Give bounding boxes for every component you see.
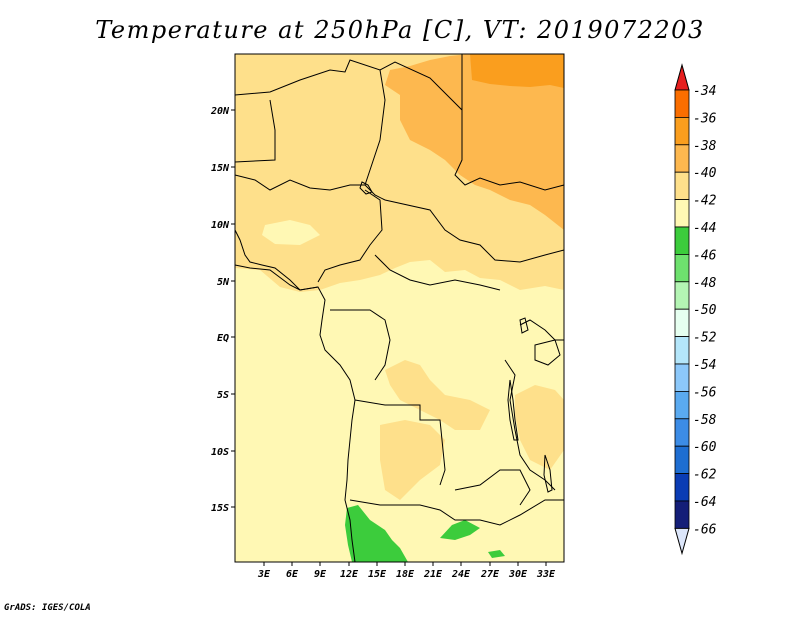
lat-axis: 20N 15N 10N 5N EQ 5S 10S 15S [210,106,235,514]
colorbar-label: -34 [693,84,716,99]
lat-tick-label: 15N [211,163,230,174]
colorbar-swatch [674,199,690,228]
lon-tick-label: 30E [508,569,528,580]
lake-albert [519,317,529,334]
boundary-gabon-congo [330,309,391,381]
colorbar-label: -42 [693,194,717,209]
shade-green-south-small [488,550,505,558]
colorbar-swatch [674,226,690,255]
colorbar-label: -62 [693,468,717,483]
colorbar-swatch [674,418,690,447]
boundary-angola-south [349,499,564,526]
boundary-east-africa [519,319,564,341]
boundary-sahara-north [234,54,463,112]
lake-malawi [543,454,553,493]
lat-tick-label: 20N [210,106,230,117]
coastline [234,229,356,563]
colorbar-label: -54 [693,358,716,373]
colorbar-swatch [674,500,690,529]
lon-tick-label: 9E [314,569,327,580]
colorbar-label: -52 [693,331,717,346]
colorbar-swatch [674,117,690,146]
shade-yellow-west-pocket [262,220,320,245]
colorbar-swatch [674,89,690,118]
colorbar-label: -40 [693,166,717,181]
shade-light-orange-central [385,360,490,430]
map-frame [234,53,565,563]
colorbar-swatch [674,144,690,173]
colorbar-label: -38 [693,139,717,154]
colorbar-swatch [674,390,690,420]
lat-tick-label: 10S [211,447,229,458]
colorbar-swatch [674,363,690,392]
colorbar-label: -64 [693,495,716,510]
grads-credit: GrADS: IGES/COLA [4,603,91,613]
colorbar-label: -50 [693,303,717,318]
boundary-chad-car [384,199,565,263]
colorbar: -34 -36 -38 -40 -42 -44 -46 -48 -50 -52 -54 -56 -58 -… [674,63,717,556]
lon-tick-label: 27E [480,569,500,580]
lakes [359,181,561,493]
boundary-zambia [454,469,531,506]
colorbar-label: -56 [693,385,717,400]
colorbar-swatch [674,308,690,338]
boundary-drc-west [354,399,446,486]
colorbar-swatch [674,253,690,283]
shade-orange-northeast [385,54,564,230]
colorbar-label: -46 [693,248,717,263]
shade-light-orange-south-central [380,420,445,500]
colorbar-label: -66 [693,522,717,537]
lon-tick-label: 21E [423,569,443,580]
colorbar-swatch [674,445,690,475]
colorbar-label: -44 [693,221,716,236]
shade-dark-orange-northeast [470,54,564,88]
map-title: Temperature at 250hPa [C], VT: 201907220… [95,16,705,44]
lat-tick-label: 5N [217,277,230,288]
shade-green-southwest [345,505,408,562]
lon-tick-label: 3E [257,569,271,580]
lat-tick-label: 5S [217,390,229,401]
lat-tick-label: 10N [211,220,230,231]
shade-light-orange-east [515,385,564,470]
lon-tick-label: 18E [396,569,415,580]
colorbar-label: -58 [693,413,717,428]
lon-tick-label: 6E [286,569,299,580]
colorbar-top-arrow [674,63,690,91]
temperature-shading [235,54,564,562]
lon-tick-label: 24E [451,569,471,580]
colorbar-bottom-arrow [674,527,690,556]
lake-tanganyika [507,379,519,441]
lon-tick-label: 33E [536,569,556,580]
boundary-niger-chad [364,69,386,201]
lon-tick-label: 15E [368,569,387,580]
boundary-west-coast-states [234,174,365,191]
boundary-car-south [374,254,501,291]
lon-tick-label: 12E [340,569,359,580]
lake-victoria [534,339,561,366]
boundary-great-lakes [504,359,556,491]
colorbar-swatch [674,473,690,502]
shade-green-south [440,520,480,540]
colorbar-label: -36 [693,111,717,126]
boundary-libya-sudan [454,110,565,191]
colorbar-label: -60 [693,440,717,455]
lake-chad [359,181,373,195]
colorbar-swatch [674,336,690,365]
colorbar-swatch [674,281,690,310]
lon-axis: 3E 6E 9E 12E 15E 18E 21E 24E 27E 30E 33E [257,562,556,580]
colorbar-label: -48 [693,276,717,291]
country-boundaries [234,54,565,526]
boundary-nigeria-cameroon [317,189,383,283]
lat-tick-label: EQ [217,333,229,344]
colorbar-swatch [674,171,690,200]
lat-tick-label: 15S [211,503,229,514]
boundary-mali-niger [234,99,276,163]
